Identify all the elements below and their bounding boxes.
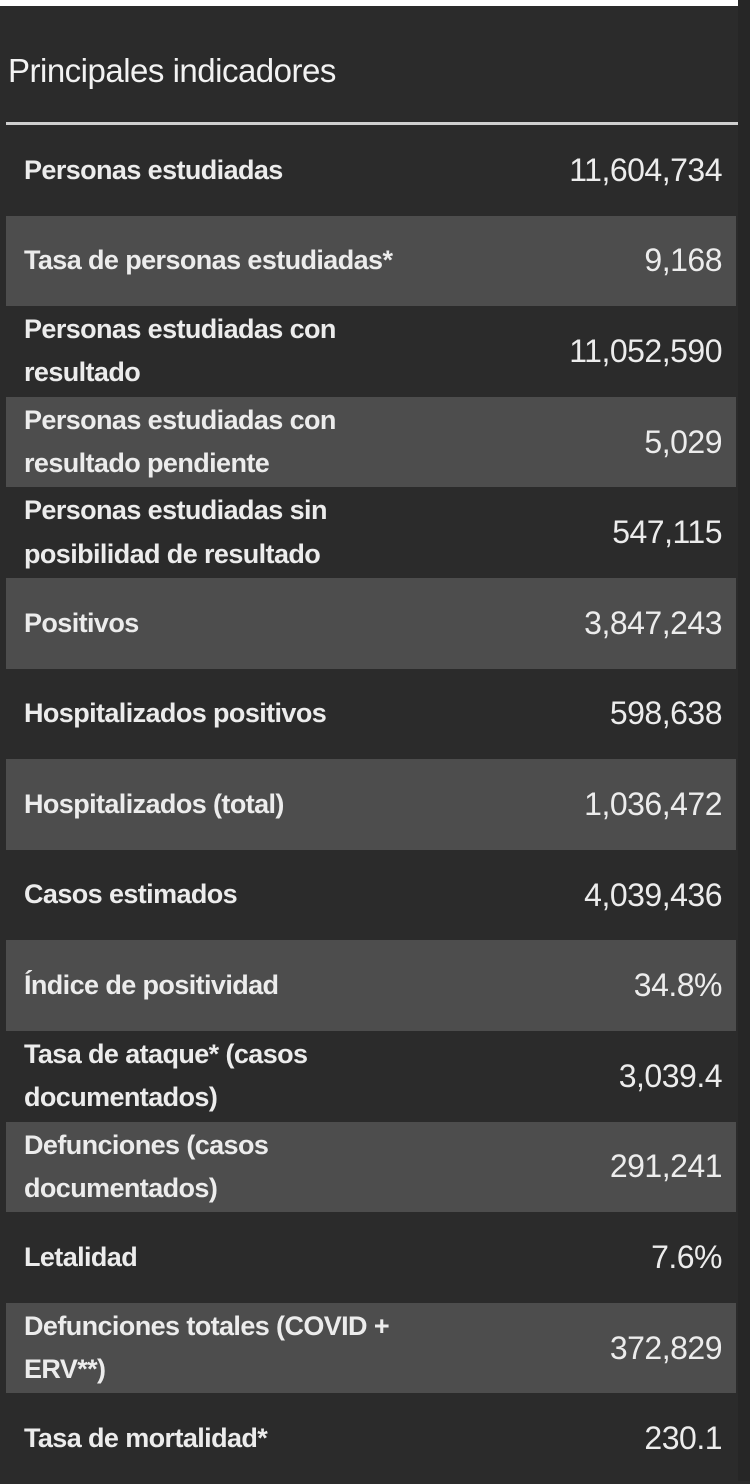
indicator-label: Hospitalizados (total): [24, 788, 284, 819]
indicator-row-personas-estudiadas: Personas estudiadas 11,604,734: [6, 125, 736, 216]
right-edge: [738, 0, 750, 1481]
indicator-label: Personas estudiadas: [24, 154, 283, 185]
indicator-row-resultado-pendiente: Personas estudiadas con resultado pendie…: [6, 396, 736, 488]
indicator-value: 291,241: [609, 1148, 723, 1185]
indicator-label: Personas estudiadas sin posibilidad de r…: [24, 495, 327, 569]
indicator-value: 3,039.4: [618, 1057, 723, 1094]
indicator-row-tasa-personas-estudiadas: Tasa de personas estudiadas* 9,168: [6, 215, 736, 307]
indicator-label: Tasa de ataque* (casos documentados): [24, 1039, 308, 1113]
indicator-row-hospitalizados-positivos: Hospitalizados positivos 598,638: [6, 668, 736, 760]
indicator-value: 4,039,436: [584, 876, 722, 913]
indicator-value: 372,829: [609, 1329, 723, 1366]
indicator-value: 598,638: [609, 695, 723, 732]
indicator-label: Hospitalizados positivos: [24, 698, 327, 729]
indicator-label: Personas estudiadas con resultado: [24, 314, 336, 388]
indicator-label: Tasa de mortalidad*: [24, 1423, 268, 1454]
indicator-label: Personas estudiadas con resultado pendie…: [24, 404, 336, 479]
indicator-value: 7.6%: [651, 1238, 722, 1275]
indicator-value: 11,052,590: [569, 332, 722, 369]
indicator-row-positivos: Positivos 3,847,243: [6, 577, 736, 669]
indicator-label: Letalidad: [24, 1241, 138, 1272]
indicator-label: Casos estimados: [24, 879, 238, 910]
indicator-value: 1,036,472: [584, 785, 722, 822]
indicator-label: Defunciones (casos documentados): [24, 1129, 269, 1203]
indicator-row-tasa-mortalidad: Tasa de mortalidad* 230.1: [6, 1393, 736, 1484]
indicator-value: 230.1: [644, 1420, 722, 1457]
indicators-table: Personas estudiadas 11,604,734 Tasa de p…: [6, 125, 736, 1484]
indicator-label: Defunciones totales (COVID + ERV**): [24, 1310, 390, 1385]
indicator-row-hospitalizados-total: Hospitalizados (total) 1,036,472: [6, 759, 736, 850]
indicator-row-sin-posibilidad: Personas estudiadas sin posibilidad de r…: [6, 487, 736, 578]
indicator-label: Tasa de personas estudiadas*: [24, 245, 393, 276]
indicator-value: 9,168: [644, 242, 722, 279]
indicator-value: 11,604,734: [569, 151, 722, 188]
indicator-value: 5,029: [644, 423, 722, 460]
panel-title: Principales indicadores: [8, 52, 336, 89]
indicator-label: Índice de positividad: [24, 970, 279, 1001]
indicator-row-indice-positividad: Índice de positividad 34.8%: [6, 940, 736, 1031]
indicator-row-defunciones: Defunciones (casos documentados) 291,241: [6, 1121, 736, 1213]
indicator-row-con-resultado: Personas estudiadas con resultado 11,052…: [6, 306, 736, 397]
indicator-label: Positivos: [24, 607, 139, 638]
title-divider: [6, 122, 738, 125]
indicator-row-defunciones-totales: Defunciones totales (COVID + ERV**) 372,…: [6, 1302, 736, 1394]
indicator-row-letalidad: Letalidad 7.6%: [6, 1212, 736, 1303]
indicator-value: 3,847,243: [584, 604, 722, 641]
indicator-row-tasa-ataque: Tasa de ataque* (casos documentados) 3,0…: [6, 1030, 736, 1122]
indicator-value: 547,115: [612, 514, 722, 551]
indicator-value: 34.8%: [633, 967, 723, 1004]
top-white-strip: [0, 0, 738, 6]
indicator-row-casos-estimados: Casos estimados 4,039,436: [6, 849, 736, 941]
